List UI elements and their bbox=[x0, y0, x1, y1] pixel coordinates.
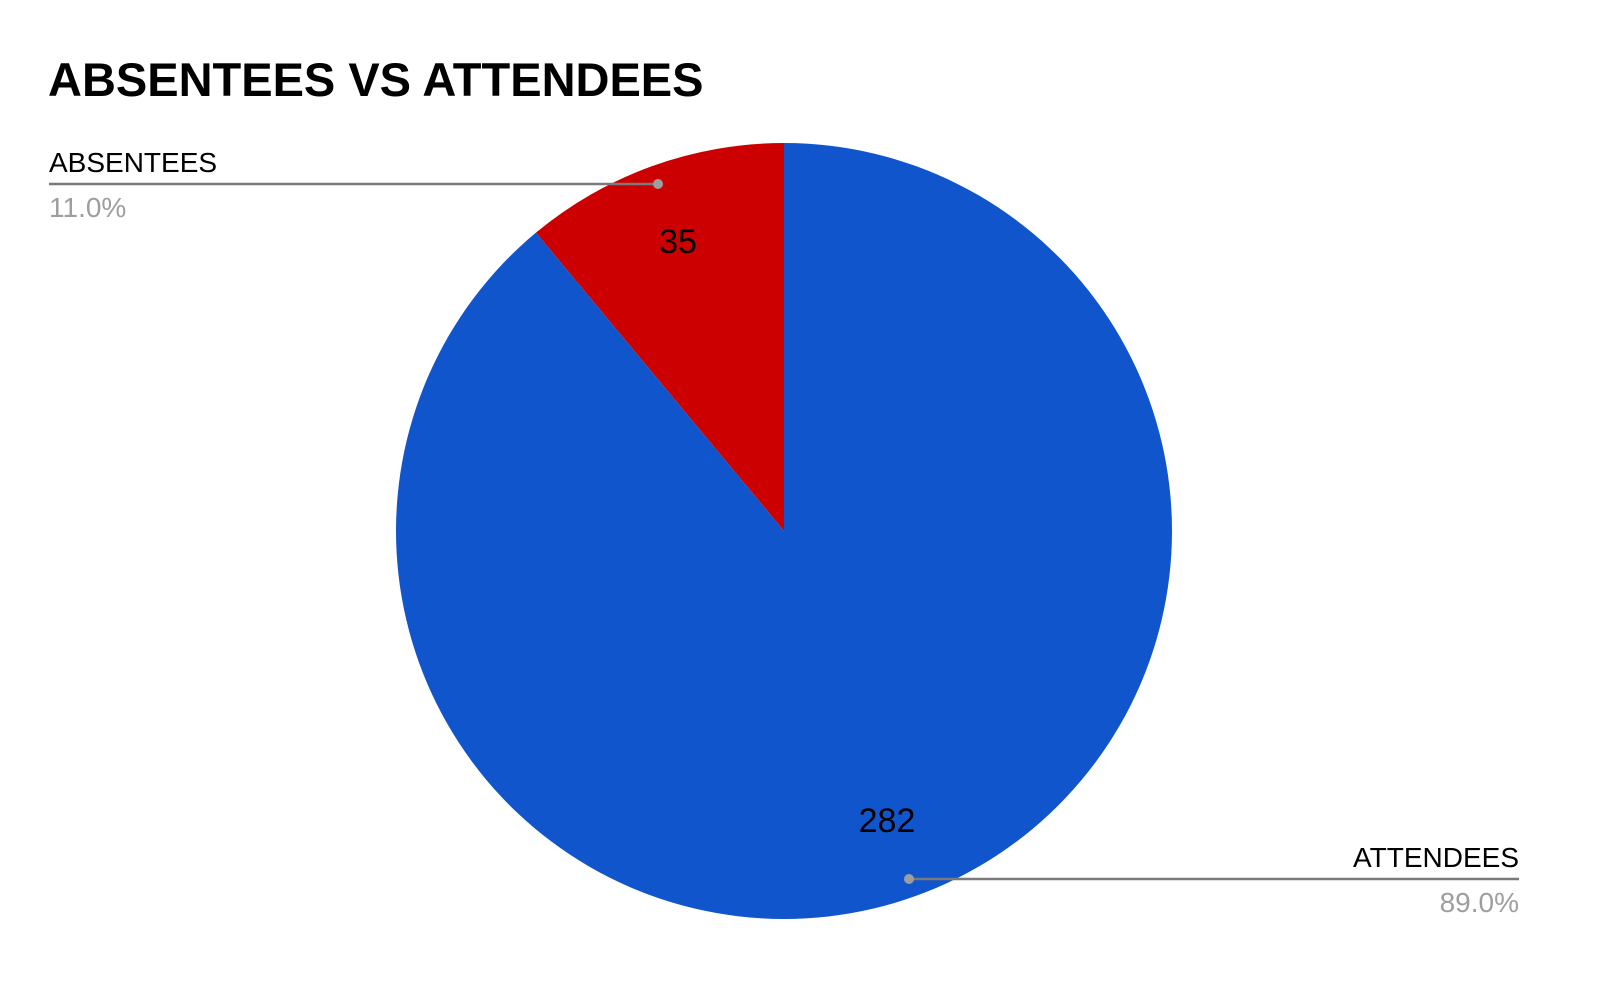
chart-title: ABSENTEES VS ATTENDEES bbox=[48, 53, 704, 106]
slice-value-label-absentees: 35 bbox=[659, 223, 697, 261]
slice-value-label-attendees: 282 bbox=[859, 802, 916, 840]
leader-dot-attendees bbox=[904, 874, 914, 884]
legend-label-attendees: ATTENDEES bbox=[1353, 842, 1519, 873]
pie-slice-attendees bbox=[396, 143, 1172, 919]
legend-percent-absentees: 11.0% bbox=[49, 192, 126, 223]
legend-label-absentees: ABSENTEES bbox=[49, 147, 217, 178]
legend-percent-attendees: 89.0% bbox=[1440, 887, 1519, 918]
pie-slice-absentees bbox=[535, 143, 784, 531]
leader-dot-absentees bbox=[653, 179, 663, 189]
